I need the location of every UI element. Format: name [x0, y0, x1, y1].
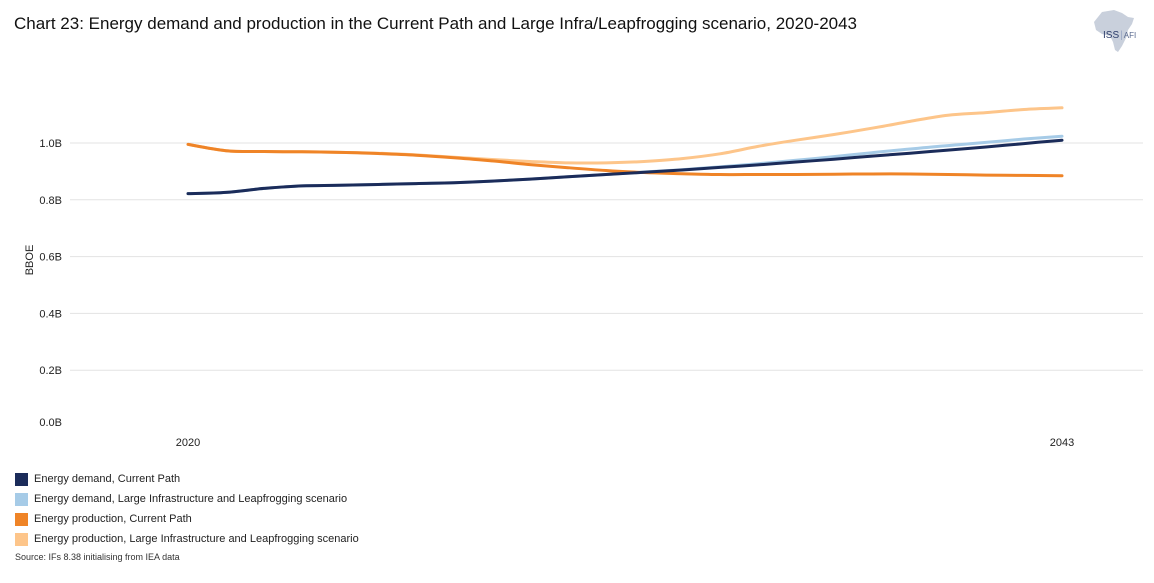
legend-item-demand-large-infra: Energy demand, Large Infrastructure and …	[15, 489, 359, 509]
legend-label: Energy production, Large Infrastructure …	[34, 533, 359, 545]
chart-title: Chart 23: Energy demand and production i…	[14, 14, 858, 33]
series-line-production-large-infra	[186, 106, 1064, 165]
iss-afi-logo: ISS|AFI	[1103, 30, 1137, 41]
x-tick-label: 2020	[176, 437, 200, 449]
legend-item-production-current-path: Energy production, Current Path	[15, 509, 359, 529]
y-tick-label: 0.4B	[39, 308, 62, 320]
y-axis-label: BBOE	[24, 245, 36, 276]
source-note: Source: IFs 8.38 initialising from IEA d…	[15, 552, 180, 562]
legend-swatch	[15, 492, 28, 506]
y-tick-label: 0.2B	[39, 365, 62, 377]
legend-swatch	[15, 472, 28, 486]
logo-main-text: ISS	[1103, 30, 1120, 41]
series-line-demand-current-path	[186, 138, 1064, 196]
legend-label: Energy demand, Current Path	[34, 473, 181, 485]
y-tick-label: 0.0B	[39, 417, 62, 429]
y-tick-label: 1.0B	[39, 138, 62, 150]
series-lines	[186, 106, 1064, 196]
legend-swatch	[15, 512, 28, 526]
legend-item-demand-current-path: Energy demand, Current Path	[15, 469, 359, 489]
line-chart: 0.0B 0.2B 0.4B 0.6B 0.8B 1.0B 2020 2043 BBOE	[24, 106, 1143, 449]
legend-label: Energy demand, Large Infrastructure and …	[34, 493, 348, 505]
africa-map-icon	[1094, 10, 1134, 52]
gridlines	[70, 142, 1143, 371]
legend-swatch	[15, 532, 28, 546]
x-axis-ticks: 2020 2043	[176, 437, 1074, 449]
y-axis-ticks: 0.0B 0.2B 0.4B 0.6B 0.8B 1.0B	[39, 138, 62, 429]
y-tick-label: 0.6B	[39, 252, 62, 264]
legend-item-production-large-infra: Energy production, Large Infrastructure …	[15, 529, 359, 549]
logo-sub-text: AFI	[1123, 31, 1137, 40]
legend-label: Energy production, Current Path	[34, 513, 192, 525]
y-tick-label: 0.8B	[39, 195, 62, 207]
chart-legend: Energy demand, Current Path Energy deman…	[15, 469, 359, 549]
x-tick-label: 2043	[1050, 437, 1074, 449]
series-line-production-current-path	[186, 142, 1064, 178]
